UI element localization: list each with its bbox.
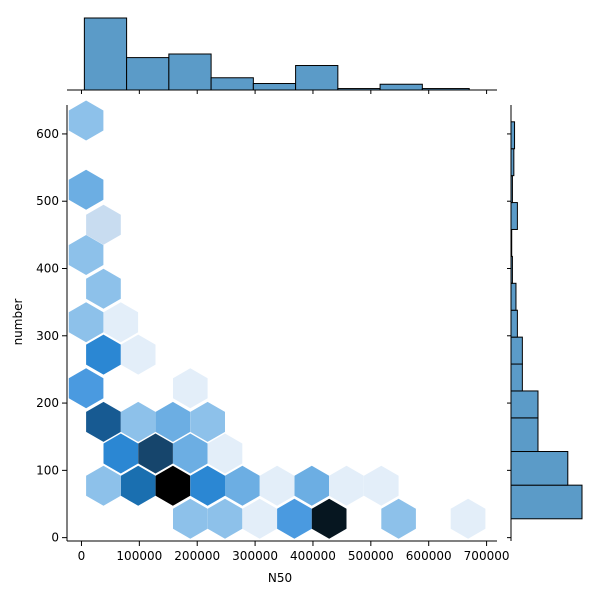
hexbin-3 (68, 235, 104, 275)
hexbin-21 (155, 465, 191, 506)
x-tick-label: 100000 (116, 549, 162, 563)
y-marginal-bar (510, 390, 539, 419)
y-axis-label: number (11, 299, 25, 346)
x-tick-label: 200000 (174, 549, 220, 563)
x-marginal-bar (168, 53, 212, 91)
y-tick-label: 300 (36, 329, 59, 343)
x-tick-label: 500000 (348, 549, 394, 563)
x-marginal-bar (379, 83, 423, 91)
y-tick-label: 400 (36, 262, 59, 276)
hexbin-22 (190, 465, 225, 506)
x-axis: 0 100000 200000 300000 400000 500000 600000 700… (67, 540, 510, 563)
hexbin-4 (86, 268, 121, 309)
hexbin-28 (173, 498, 208, 539)
x-axis-label: N50 (268, 571, 292, 585)
x-marginal-bar (210, 77, 254, 91)
hexbin-25 (294, 465, 330, 506)
hexbin-34 (450, 498, 486, 539)
y-marginal-bar (510, 202, 518, 230)
hexbin-plot-area (68, 100, 486, 539)
hexbin-20 (120, 465, 156, 506)
hexbin-1 (68, 169, 104, 210)
x-tick-label: 400000 (290, 549, 336, 563)
y-marginal-bar (510, 309, 518, 338)
y-tick-label: 100 (36, 463, 59, 477)
hexbin-18 (207, 433, 243, 474)
y-marginal-bar (510, 336, 523, 365)
y-marginal-bar (510, 417, 539, 453)
hexbin-9 (68, 368, 104, 409)
y-marginal-bar (510, 484, 583, 520)
hexbin-14 (190, 401, 225, 442)
x-tick-label: 300000 (232, 549, 278, 563)
hexbin-15 (103, 433, 139, 474)
hexbin-6 (103, 302, 139, 343)
x-marginal-bar (126, 57, 170, 91)
y-marginal-bar (510, 121, 516, 150)
hexbin-7 (86, 334, 121, 375)
hexbin-24 (259, 465, 295, 506)
hexbin-19 (86, 465, 121, 506)
y-marginal-histogram (507, 105, 583, 541)
hexbin-0 (68, 100, 104, 141)
hexbin-26 (329, 465, 364, 506)
x-marginal-histogram (67, 17, 497, 94)
hexbin-12 (120, 401, 156, 442)
y-marginal-bar (510, 451, 569, 486)
y-tick-label: 500 (36, 194, 59, 208)
y-marginal-bar (510, 282, 517, 311)
x-marginal-bar (252, 83, 297, 91)
y-tick-label: 0 (51, 531, 59, 545)
y-tick-label: 600 (36, 127, 59, 141)
x-marginal-bar (83, 17, 128, 91)
hexbin-17 (173, 433, 208, 474)
hexbin-13 (155, 401, 191, 442)
hexbin-16 (138, 433, 173, 474)
y-marginal-bar (510, 363, 523, 392)
hexbin-29 (207, 498, 243, 539)
hexbin-8 (120, 334, 156, 375)
hexbin-30 (242, 498, 277, 539)
hexbin-27 (363, 465, 399, 506)
hexbin-11 (86, 401, 121, 442)
x-tick-label: 600000 (406, 549, 452, 563)
hexbin-33 (381, 498, 416, 539)
hexbin-32 (311, 498, 347, 539)
hexbin-31 (277, 498, 312, 539)
y-axis: 0 100 200 300 400 500 600 (36, 105, 68, 545)
hexbin-5 (68, 302, 104, 343)
hexbin-23 (225, 465, 260, 506)
y-tick-label: 200 (36, 396, 59, 410)
x-tick-label: 0 (78, 549, 86, 563)
hexbin-2 (86, 204, 121, 245)
hexbin-10 (173, 368, 208, 409)
x-tick-label: 700000 (464, 549, 510, 563)
x-marginal-bar (295, 65, 339, 91)
